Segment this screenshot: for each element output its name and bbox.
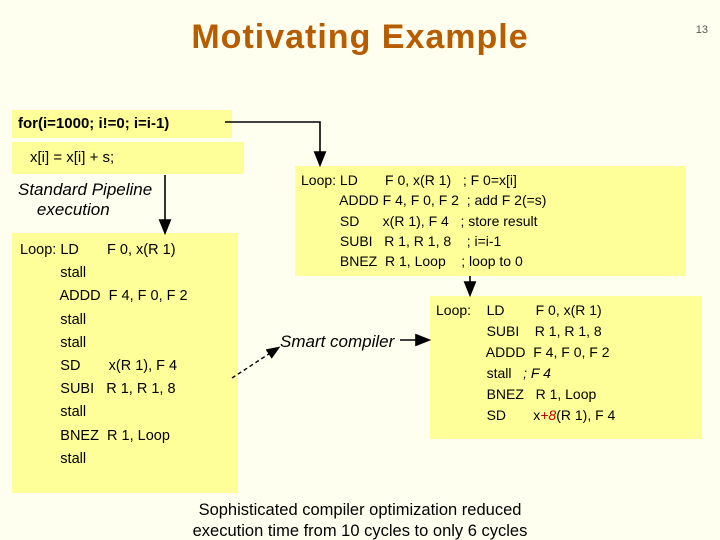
asm-row: Loop: LD F 0, x(R 1): [20, 239, 230, 262]
conclusion-text: Sophisticated compiler optimization redu…: [0, 500, 720, 540]
conclusion-line1: Sophisticated compiler optimization redu…: [199, 501, 522, 519]
opt-row: Loop: LD F 0, x(R 1): [436, 300, 696, 321]
asm-row: BNEZ R 1, Loop: [20, 425, 230, 448]
loop-body-box: x[i] = x[i] + s;: [12, 142, 244, 174]
casm-row: BNEZ R 1, Loop ; loop to 0: [301, 251, 679, 271]
asm-row: SUBI R 1, R 1, 8: [20, 378, 230, 401]
plus8-highlight: +8: [540, 407, 556, 423]
asm-row: stall: [20, 401, 230, 424]
asm-row: SD x(R 1), F 4: [20, 355, 230, 378]
casm-row: SUBI R 1, R 1, 8 ; i=i-1: [301, 231, 679, 251]
std-label-line1: Standard Pipeline: [18, 180, 152, 199]
casm-row: SD x(R 1), F 4 ; store result: [301, 211, 679, 231]
conclusion-line2: execution time from 10 cycles to only 6 …: [193, 522, 528, 540]
asm-row: stall: [20, 262, 230, 285]
smart-compiler-label: Smart compiler: [280, 332, 394, 352]
slide-title: Motivating Example: [0, 18, 720, 57]
asm-row: stall: [20, 309, 230, 332]
opt-row: stall ; F 4: [436, 363, 696, 384]
asm-row: stall: [20, 448, 230, 471]
casm-row: ADDD F 4, F 0, F 2 ; add F 2(=s): [301, 190, 679, 210]
asm-row: ADDD F 4, F 0, F 2: [20, 285, 230, 308]
casm-row: Loop: LD F 0, x(R 1) ; F 0=x[i]: [301, 170, 679, 190]
opt-row: SD x+8(R 1), F 4: [436, 405, 696, 426]
optimized-asm-box: Loop: LD F 0, x(R 1) SUBI R 1, R 1, 8 AD…: [430, 296, 702, 439]
stall-comment: ; F 4: [523, 365, 551, 381]
asm-row: stall: [20, 332, 230, 355]
standard-pipeline-label: Standard Pipeline execution: [18, 180, 152, 221]
commented-asm-box: Loop: LD F 0, x(R 1) ; F 0=x[i] ADDD F 4…: [295, 166, 685, 276]
std-label-line2: execution: [37, 200, 110, 219]
for-loop-box: for(i=1000; i!=0; i=i-1): [12, 110, 232, 138]
standard-asm-box: Loop: LD F 0, x(R 1) stall ADDD F 4, F 0…: [12, 233, 238, 493]
opt-row: BNEZ R 1, Loop: [436, 384, 696, 405]
page-number: 13: [696, 24, 708, 36]
opt-row: ADDD F 4, F 0, F 2: [436, 342, 696, 363]
opt-row: SUBI R 1, R 1, 8: [436, 321, 696, 342]
